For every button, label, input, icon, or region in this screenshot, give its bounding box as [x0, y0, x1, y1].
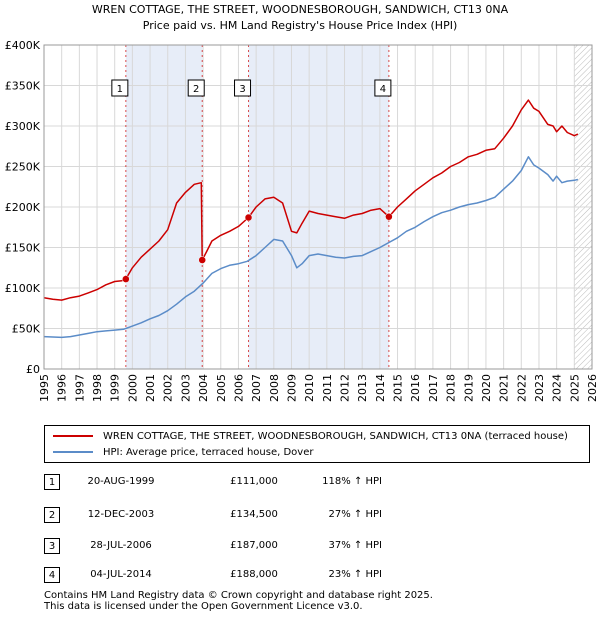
y-tick-label: £0 — [26, 363, 40, 376]
x-tick-label: 2022 — [515, 374, 528, 402]
legend-swatch-hpi — [53, 451, 93, 453]
transaction-number-badge: 3 — [44, 538, 60, 554]
x-tick-label: 2023 — [533, 374, 546, 402]
x-tick-label: 2020 — [480, 374, 493, 402]
legend-item-hpi: HPI: Average price, terraced house, Dove… — [53, 446, 313, 460]
transaction-date: 04-JUL-2014 — [90, 569, 152, 580]
x-tick-label: 2009 — [285, 374, 298, 402]
x-tick-label: 2007 — [250, 374, 263, 402]
property-price-line — [43, 99, 579, 301]
sale-marker-badge — [234, 79, 252, 97]
x-tick-label: 2006 — [232, 374, 245, 402]
x-tick-label: 2003 — [179, 374, 192, 402]
legend-swatch-property — [53, 435, 93, 437]
x-tick-label: 2025 — [568, 374, 581, 402]
transaction-price: £134,500 — [230, 509, 278, 520]
x-tick-label: 2015 — [392, 374, 405, 402]
sale-marker-badge — [187, 79, 205, 97]
y-tick-label: £300K — [5, 120, 41, 133]
legend-label-property: WREN COTTAGE, THE STREET, WOODNESBOROUGH… — [103, 431, 568, 442]
x-tick-label: 2012 — [339, 374, 352, 402]
transaction-hpi-change: 37% ↑ HPI — [328, 540, 382, 551]
sale-point — [122, 275, 130, 283]
transaction-number-badge: 2 — [44, 507, 60, 523]
sale-marker-badge — [374, 79, 392, 97]
x-tick-label: 2021 — [498, 374, 511, 402]
x-tick-label: 1995 — [38, 374, 51, 402]
x-tick-label: 2017 — [427, 374, 440, 402]
x-tick-label: 1997 — [73, 374, 86, 402]
legend-label-hpi: HPI: Average price, terraced house, Dove… — [103, 447, 314, 458]
sale-marker-label: 3 — [239, 84, 245, 95]
transaction-hpi-change: 118% ↑ HPI — [322, 476, 382, 487]
transaction-price: £188,000 — [230, 569, 278, 580]
x-tick-label: 1996 — [56, 374, 69, 402]
y-tick-label: £250K — [5, 161, 41, 174]
chart-title: WREN COTTAGE, THE STREET, WOODNESBOROUGH… — [92, 3, 509, 16]
x-tick-label: 2019 — [462, 374, 475, 402]
transaction-date: 20-AUG-1999 — [87, 476, 155, 487]
x-tick-label: 2024 — [551, 374, 564, 402]
footer-copyright: Contains HM Land Registry data © Crown c… — [44, 590, 433, 601]
transaction-number-badge: 1 — [44, 474, 60, 490]
y-tick-label: £100K — [5, 282, 41, 295]
plot-frame — [43, 44, 593, 370]
sale-marker-label: 4 — [380, 84, 386, 95]
transaction-price: £187,000 — [230, 540, 278, 551]
x-tick-label: 2000 — [126, 374, 139, 402]
hpi-line — [43, 156, 579, 339]
transaction-hpi-change: 27% ↑ HPI — [328, 509, 382, 520]
sale-marker-label: 1 — [117, 84, 123, 95]
x-tick-label: 2018 — [445, 374, 458, 402]
y-tick-label: £50K — [12, 323, 41, 336]
sale-marker-badge — [111, 79, 129, 97]
x-tick-label: 2010 — [303, 374, 316, 402]
x-tick-label: 1999 — [109, 374, 122, 402]
chart: WREN COTTAGE, THE STREET, WOODNESBOROUGH… — [5, 3, 599, 402]
footer-license: This data is licensed under the Open Gov… — [44, 601, 363, 612]
x-tick-label: 2004 — [197, 374, 210, 402]
sale-point — [198, 256, 206, 264]
y-tick-label: £350K — [5, 80, 41, 93]
x-tick-label: 2005 — [215, 374, 228, 402]
transaction-date: 28-JUL-2006 — [90, 540, 152, 551]
x-tick-label: 2013 — [356, 374, 369, 402]
transaction-price: £111,000 — [230, 476, 278, 487]
transaction-date: 12-DEC-2003 — [87, 509, 155, 520]
x-tick-label: 2008 — [268, 374, 281, 402]
footer-attribution: Contains HM Land Registry data © Crown c… — [44, 590, 433, 612]
legend-item-property: WREN COTTAGE, THE STREET, WOODNESBOROUGH… — [53, 430, 568, 444]
y-tick-label: £400K — [5, 39, 41, 52]
sale-point — [244, 213, 253, 222]
y-tick-label: £200K — [5, 201, 41, 214]
legend: WREN COTTAGE, THE STREET, WOODNESBOROUGH… — [44, 425, 590, 463]
x-tick-label: 2001 — [144, 374, 157, 402]
transaction-hpi-change: 23% ↑ HPI — [328, 569, 382, 580]
x-tick-label: 1998 — [91, 374, 104, 402]
x-tick-label: 2011 — [321, 374, 334, 402]
x-tick-label: 2026 — [586, 374, 599, 402]
chart-subtitle: Price paid vs. HM Land Registry's House … — [143, 19, 458, 32]
x-tick-label: 2014 — [374, 374, 387, 402]
sale-marker-label: 2 — [193, 84, 199, 95]
x-tick-label: 2002 — [162, 374, 175, 402]
sale-point — [385, 212, 393, 221]
y-tick-label: £150K — [5, 242, 41, 255]
transaction-number-badge: 4 — [44, 567, 60, 583]
x-tick-label: 2016 — [409, 374, 422, 402]
